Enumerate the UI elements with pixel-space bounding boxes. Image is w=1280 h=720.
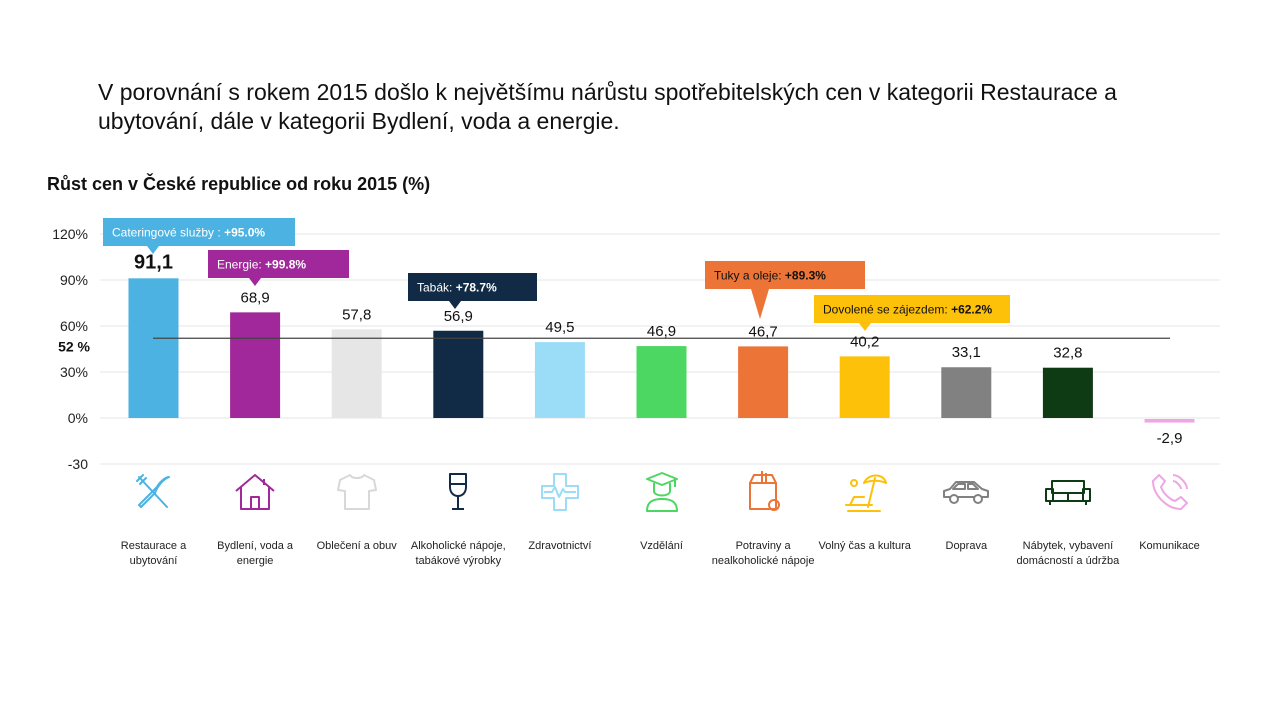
category-label: Vzdělání [640,540,683,552]
medical-cross-icon [535,467,585,517]
bar [839,356,890,418]
callout-box [208,250,349,278]
car-icon [941,467,991,517]
category-label: Volný čas a kultura [818,540,911,552]
callout-box [814,295,1010,323]
y-tick-label: -30 [68,456,88,472]
data-label: 57,8 [342,306,371,323]
category-label: Nábytek, vybavení domácností a údržba [1016,540,1120,567]
category-label: Restaurace a ubytování [120,540,187,567]
data-label: 32,8 [1053,345,1082,362]
callout-text: Dovolené se zájezdem: +62.2% [823,303,992,317]
bar [128,278,179,418]
bar [941,367,992,418]
bar [1144,419,1195,423]
bar [738,346,789,418]
data-label: 49,5 [545,319,574,336]
category-label: Doprava [945,540,988,552]
beach-umbrella-icon [840,467,890,517]
bar [230,312,281,418]
headline: V porovnání s rokem 2015 došlo k největš… [98,79,1117,134]
data-label: 56,9 [444,308,473,325]
data-label: -2,9 [1157,430,1183,447]
grocery-bag-icon [738,467,788,517]
graduate-icon [637,467,687,517]
callout: Dovolené se zájezdem: +62.2% [814,295,1010,331]
callout: Energie: +99.8% [208,250,349,286]
tshirt-icon [332,467,382,517]
callout-pointer [147,246,159,254]
callout-pointer [859,323,871,331]
house-icon [230,467,280,517]
data-label: 33,1 [952,344,981,361]
bar [636,346,687,418]
y-tick-label: 120% [52,226,88,242]
chart-title: Růst cen v České republice od roku 2015 … [47,174,431,194]
data-label: 91,1 [134,251,173,273]
callout-box [705,261,865,289]
callout-text: Tabák: +78.7% [417,281,497,295]
category-label: Oblečení a obuv [316,540,397,552]
wine-glass-icon [433,467,483,517]
callout-text: Cateringové služby : +95.0% [112,226,265,240]
callout-pointer [751,289,769,319]
callout-box [408,273,537,301]
bar [331,329,382,418]
data-label: 40,2 [850,333,879,350]
data-label: 46,7 [748,323,777,340]
callout: Tabák: +78.7% [408,273,537,309]
data-label: 46,9 [647,323,676,340]
y-tick-label: 0% [68,410,88,426]
callout-pointer [249,278,261,286]
bar [1042,367,1093,418]
category-label: Zdravotnictví [528,540,592,552]
category-label: Komunikace [1139,540,1200,552]
bar [534,342,585,418]
callout: Tuky a oleje: +89.3% [705,261,865,319]
callout-text: Energie: +99.8% [217,258,306,272]
category-label: Potraviny a nealkoholické nápoje [711,540,815,567]
data-label: 68,9 [240,289,269,306]
y-tick-label: 60% [60,318,88,334]
callout-box [103,218,295,246]
callout-pointer [449,301,461,309]
fork-knife-icon [129,467,179,517]
reference-line-label: 52 % [58,338,90,354]
category-label: Bydlení, voda a energie [217,540,294,567]
bar [433,330,484,418]
callout-text: Tuky a oleje: +89.3% [714,269,826,283]
y-tick-label: 90% [60,272,88,288]
y-tick-label: 30% [60,364,88,380]
sofa-icon [1043,467,1093,517]
phone-icon [1145,467,1195,517]
callout: Cateringové služby : +95.0% [103,218,295,254]
category-label: Alkoholické nápoje, tabákové výrobky [410,540,506,567]
